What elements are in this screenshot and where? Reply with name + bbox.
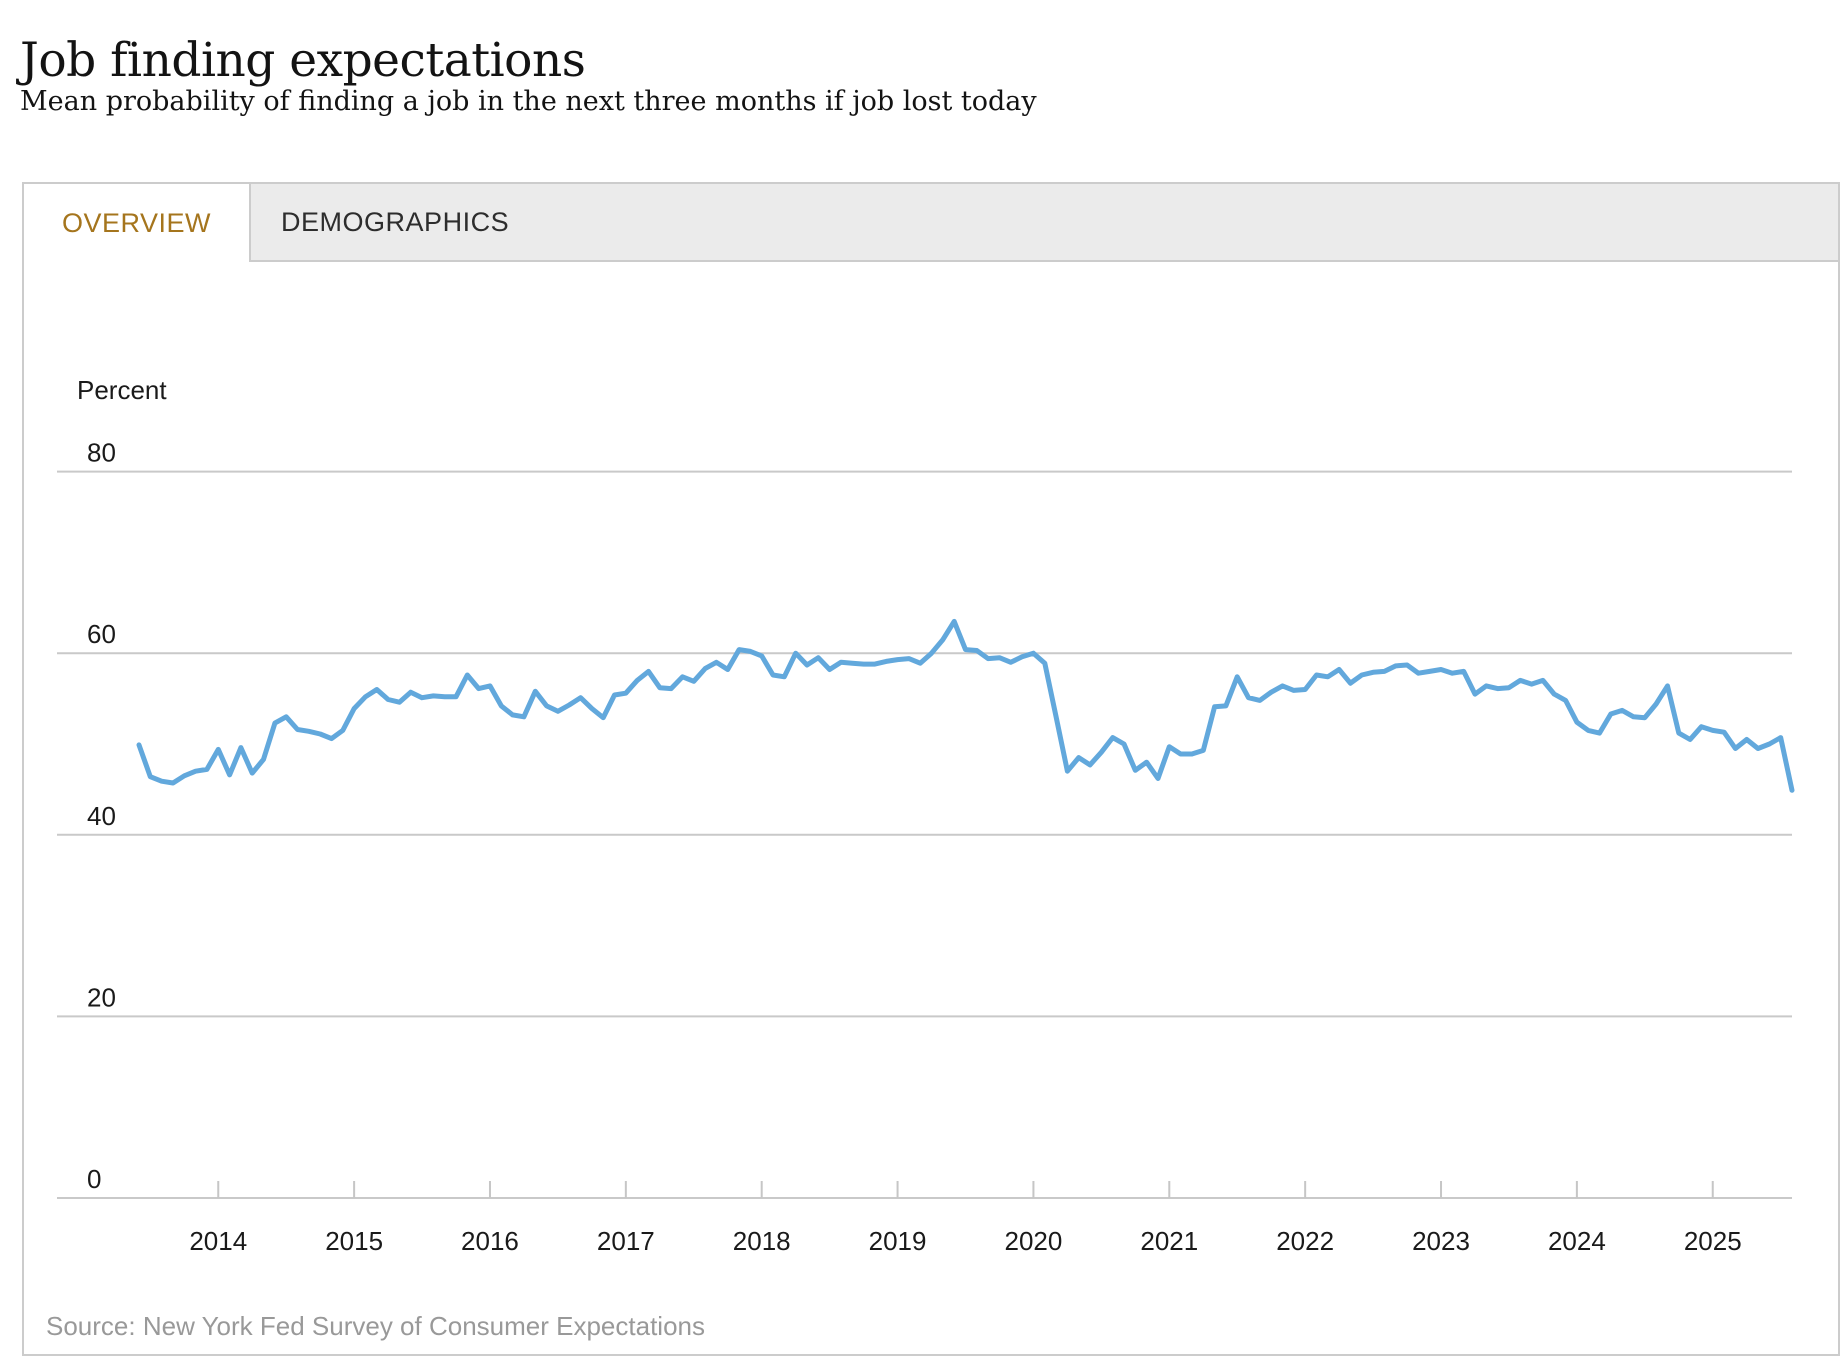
page-title: Job finding expectations [20,33,586,89]
x-tick-label-2024: 2024 [1548,1226,1606,1256]
x-tick-label-2023: 2023 [1412,1226,1470,1256]
x-tick-label-2014: 2014 [189,1226,247,1256]
x-tick-label-2016: 2016 [461,1226,519,1256]
x-tick-label-2019: 2019 [869,1226,927,1256]
tab-overview[interactable]: OVERVIEW [24,184,252,262]
x-tick-label-2015: 2015 [325,1226,383,1256]
x-tick-label-2017: 2017 [597,1226,655,1256]
chart-card: OVERVIEW DEMOGRAPHICS 80 60 40 20 0 Percent 20… [22,182,1840,1356]
page-subtitle: Mean probability of finding a job in the… [20,86,1037,117]
y-tick-label-0: 0 [87,1164,101,1194]
chart-canvas: 80 60 40 20 0 Percent 2014 2015 2016 2017 2018 2019… [57,375,1795,1256]
y-tick-label-40: 40 [87,801,116,831]
x-tick-label-2025: 2025 [1684,1226,1742,1256]
source-note: Source: New York Fed Survey of Consumer … [46,1311,705,1341]
tab-demographics[interactable]: DEMOGRAPHICS [281,206,510,237]
y-tick-label-80: 80 [87,438,116,468]
line-chart: 80 60 40 20 0 Percent 2014 2015 2016 2017 2018 2019… [24,262,1838,1354]
x-tick-label-2021: 2021 [1140,1226,1198,1256]
series-line [136,618,1795,793]
x-tick-label-2020: 2020 [1005,1226,1063,1256]
y-axis-title: Percent [77,375,167,405]
x-tick-label-2018: 2018 [733,1226,791,1256]
x-tick-label-2022: 2022 [1276,1226,1334,1256]
tab-bar: OVERVIEW DEMOGRAPHICS [24,184,1838,262]
y-tick-label-20: 20 [87,982,116,1012]
y-tick-label-60: 60 [87,619,116,649]
